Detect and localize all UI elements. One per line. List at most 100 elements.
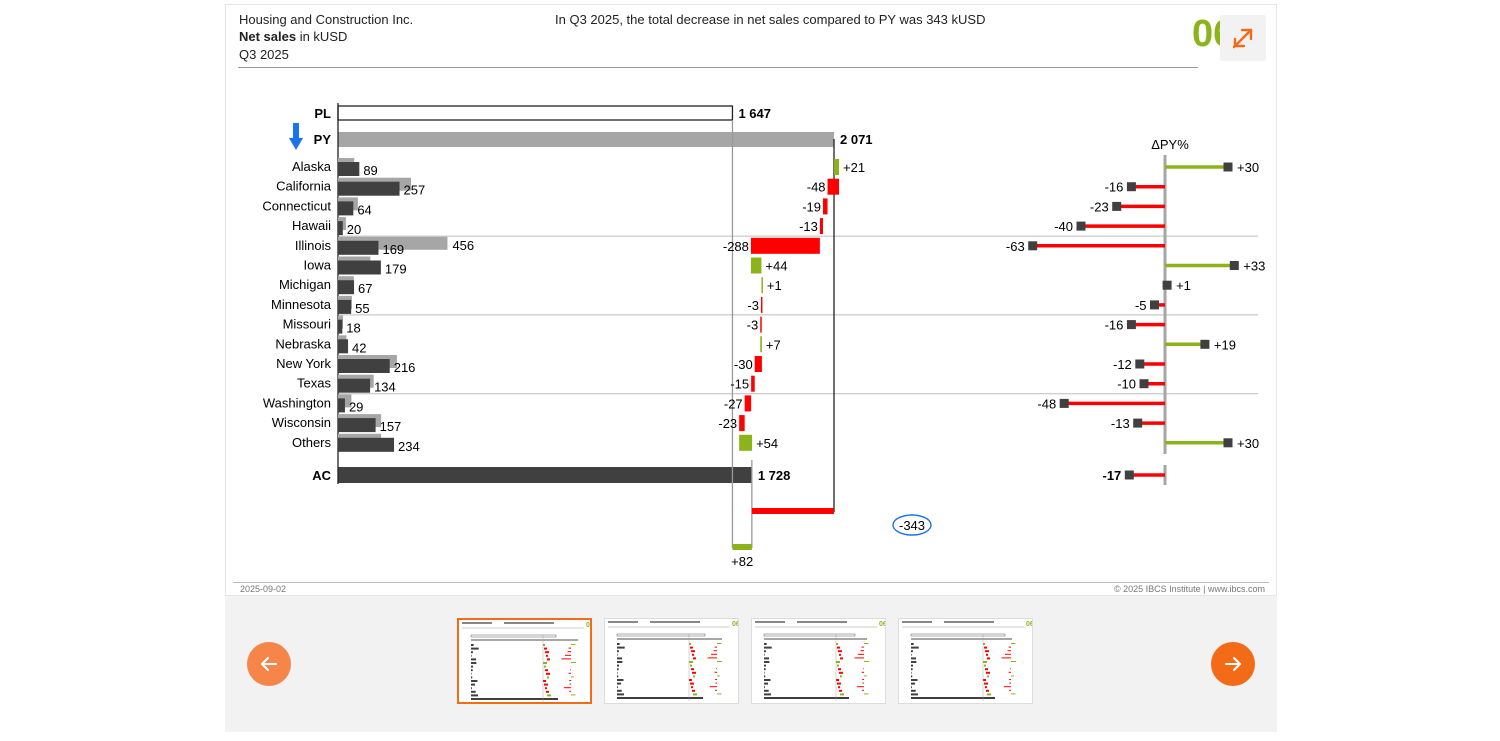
delta-label: -3 [747,298,759,313]
delta-bar-negative [822,198,828,215]
pin-head [1028,241,1038,251]
footer-date: 2025-09-02 [240,584,287,594]
delta-bar-negative [744,395,752,412]
message-title: In Q3 2025, the total decrease in net sa… [555,12,986,27]
category-label: Illinois [295,238,332,253]
ac-bar [338,319,343,334]
ac-value-label: 29 [349,399,363,414]
delta-bar-negative [754,356,762,372]
py-value-label: 456 [452,238,474,253]
ac-bar [338,418,376,433]
measure-bold: Net sales [239,29,297,44]
delta-bar-negative [739,415,745,432]
pin-label: -16 [1105,180,1124,195]
ac-value-label: 64 [357,202,371,217]
prev-slide-button[interactable] [247,642,291,686]
thumbnail-preview: 06 [902,621,1033,701]
ac-bar [338,398,345,413]
expand-arrows-icon [1232,28,1253,49]
svg-text:06: 06 [586,622,592,629]
ac-bar [338,221,343,236]
thumbnail-preview: 06 [755,621,886,701]
ac-bar [338,299,352,314]
pl-delta-bar [732,544,752,550]
ac-bar [338,162,360,176]
thumbnail-preview: 06 [608,621,739,701]
company-name: Housing and Construction Inc. [239,12,414,27]
pin-label: -23 [1090,199,1109,214]
pin-label: -48 [1037,396,1056,411]
total-delta-label: -343 [899,518,925,533]
thumbnail-preview: 06 [462,622,592,702]
slide-thumbnail[interactable]: 06 [604,618,739,704]
footer-rule [233,582,1269,583]
ac-value-label: 134 [374,380,396,395]
category-label: Hawaii [292,218,331,233]
arrow-right-icon [1225,657,1241,671]
ac-value-label: 179 [385,262,407,277]
category-label: Alaska [292,159,332,174]
slide-thumbnail[interactable]: 06 [751,618,886,704]
expand-button[interactable] [1220,15,1266,61]
ac-bar [338,339,349,354]
ac-value-label: 55 [355,301,369,316]
ac-bar [338,201,354,216]
pin-label: -40 [1054,219,1073,234]
pin-head [1076,221,1086,231]
ac-row-label: AC [312,468,331,483]
ac-bar [338,260,381,275]
pin-head [1135,359,1145,369]
pin-head [1223,438,1233,448]
delta-bar-positive [760,336,762,353]
category-label: Others [292,435,332,450]
delta-bar-negative [751,375,755,392]
ac-bar [338,280,355,295]
ac-bar [338,181,400,196]
pin-head [1126,182,1136,192]
svg-text:06: 06 [1026,621,1033,628]
ac-total-bar [338,467,752,483]
delta-bar-positive [750,257,762,274]
ac-value-label: 234 [398,439,420,454]
total-delta-bar [751,508,835,514]
pl-delta-label: +82 [731,554,753,569]
pin-head [1229,261,1239,270]
ac-bar [338,437,395,452]
delta-pct-header: ΔPY% [1151,137,1189,152]
pin-label: -16 [1105,318,1124,333]
slide-thumbnail[interactable]: 06 [457,618,592,704]
pl-total-bar [337,105,734,121]
pin-label: -12 [1113,357,1132,372]
ac-value-label: 157 [380,419,402,434]
ac-value-label: 216 [394,360,416,375]
ac-bar [338,359,390,373]
ac-bar [338,378,371,393]
pin-head [1162,280,1172,290]
category-label: New York [276,356,331,371]
delta-label: +44 [765,259,787,274]
category-label: Washington [263,395,331,410]
category-label: Missouri [283,317,332,332]
pin-head [1200,339,1210,349]
delta-label: -3 [747,318,759,333]
pl-row-label: PL [314,106,331,121]
pin-head [1126,320,1136,330]
svg-text:06: 06 [732,621,739,628]
pin-head [1150,300,1159,310]
delta-bar-negative [760,316,762,333]
pin-label: +19 [1214,337,1236,352]
delta-bar-negative [750,237,820,254]
category-label: Iowa [304,258,332,273]
py-total-bar [338,132,835,147]
delta-label: -27 [724,396,743,411]
delta-label: +7 [766,337,781,352]
ac-value-label: 257 [404,183,426,198]
delta-label: -288 [723,239,749,254]
next-slide-button[interactable] [1211,642,1255,686]
delta-label: -15 [730,377,749,392]
svg-text:06: 06 [879,621,886,628]
slide-thumbnail[interactable]: 06 [898,618,1033,704]
pin-label-ac: -17 [1103,468,1122,483]
period-label: Q3 2025 [239,47,289,62]
delta-label: -13 [799,219,818,234]
